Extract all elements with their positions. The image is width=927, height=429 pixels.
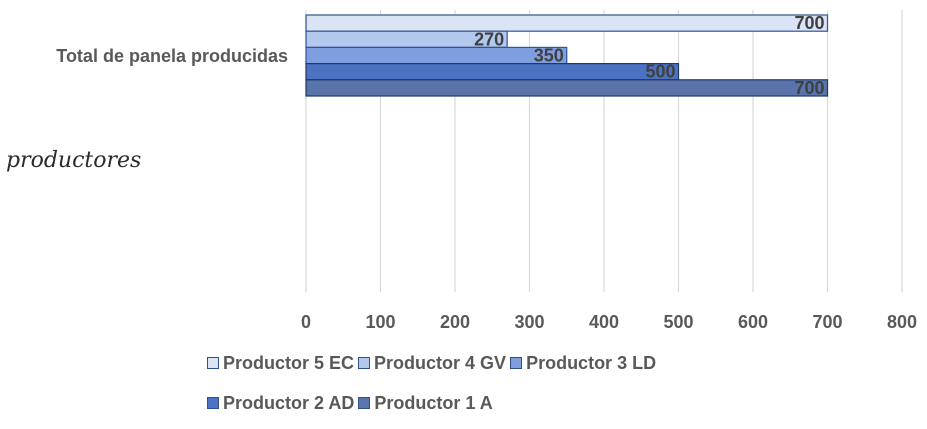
legend-label: Productor 5 EC	[223, 352, 355, 373]
legend-item: Productor 4 GV	[358, 353, 506, 374]
legend-swatch	[207, 357, 219, 369]
data-label: 350	[534, 46, 564, 66]
side-text: productores	[6, 148, 142, 173]
x-axis-ticks: 0 100 200 300 400 500 600 700 800	[301, 312, 917, 332]
legend-label: Productor 1 A	[374, 392, 493, 413]
legend-item: Productor 2 AD	[207, 393, 354, 414]
x-tick-label: 500	[663, 312, 693, 332]
data-label: 700	[794, 78, 824, 98]
bars	[305, 14, 829, 97]
x-tick-label: 800	[887, 312, 917, 332]
bar-chart-svg: 700 270 350 500 700 0 100 200 300 400 500 600 700 80…	[56, 10, 917, 332]
legend-item: Productor 1 A	[358, 392, 493, 414]
x-tick-label: 0	[301, 312, 311, 332]
legend-label: Productor 3 LD	[526, 352, 657, 373]
x-tick-label: 400	[589, 312, 619, 332]
bar-productor-1-a	[305, 79, 829, 97]
x-tick-label: 200	[440, 312, 470, 332]
legend-swatch	[358, 397, 371, 409]
x-tick-label: 100	[365, 312, 395, 332]
bar-productor-3-ld	[305, 46, 568, 65]
data-label: 500	[645, 62, 675, 82]
x-tick-label: 300	[514, 312, 544, 332]
legend-row: Productor 2 AD Productor 1 A	[207, 389, 767, 417]
data-label: 270	[474, 29, 504, 49]
bar-productor-2-ad	[305, 62, 680, 81]
category-label: Total de panela producidas	[56, 46, 288, 66]
data-labels: 700 270 350 500 700	[474, 13, 824, 98]
x-tick-label: 700	[812, 312, 842, 332]
x-tick-label: 600	[738, 312, 768, 332]
legend-swatch	[207, 397, 219, 409]
legend-item: Productor 5 EC	[207, 353, 354, 374]
bar-productor-5-ec	[305, 14, 829, 32]
legend-swatch	[510, 357, 523, 369]
legend-swatch	[358, 357, 371, 369]
legend-row: Productor 5 EC Productor 4 GV Productor 3 …	[207, 349, 767, 377]
legend: Productor 5 EC Productor 4 GV Productor 3 …	[207, 349, 767, 429]
data-label: 700	[794, 13, 824, 33]
legend-label: Productor 4 GV	[374, 352, 507, 373]
legend-label: Productor 2 AD	[223, 392, 355, 413]
chart: 700 270 350 500 700 0 100 200 300 400 500 600 700 80…	[6, 10, 917, 413]
legend-item: Productor 3 LD	[510, 353, 656, 374]
